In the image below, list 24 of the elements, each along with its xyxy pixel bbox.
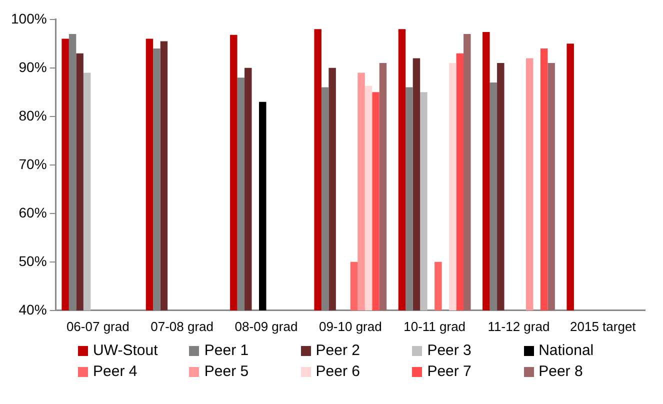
legend-label: Peer 5 — [204, 363, 249, 380]
legend-label: Peer 7 — [427, 363, 472, 380]
x-tick-label: 11-12 grad — [488, 318, 550, 334]
x-tick-label: 09-10 grad — [318, 318, 382, 334]
y-tick-label: 40% — [18, 301, 47, 318]
legend-label: Peer 2 — [316, 342, 360, 359]
x-tick-label: 08-09 grad — [234, 318, 298, 334]
legend-label: UW-Stout — [93, 342, 158, 359]
legend-label: Peer 4 — [93, 363, 138, 380]
legend-label: Peer 3 — [427, 342, 472, 359]
y-tick-label: 90% — [18, 58, 47, 75]
y-tick-label: 50% — [18, 252, 47, 269]
legend-label: National — [538, 342, 594, 359]
legend-label: Peer 1 — [204, 342, 249, 359]
x-tick-label: 06-07 grad — [66, 318, 130, 334]
x-tick-label: 07-08 grad — [150, 318, 214, 334]
legend-label: Peer 6 — [316, 363, 360, 380]
y-tick-label: 70% — [18, 156, 47, 172]
legend-label: Peer 8 — [538, 363, 583, 380]
y-tick-label: 80% — [18, 107, 47, 124]
y-tick-label: 60% — [18, 204, 47, 220]
y-tick-label: 100% — [10, 10, 47, 26]
x-tick-label: 2015 target — [570, 318, 636, 334]
x-tick-label: 10-11 grad — [404, 318, 466, 334]
